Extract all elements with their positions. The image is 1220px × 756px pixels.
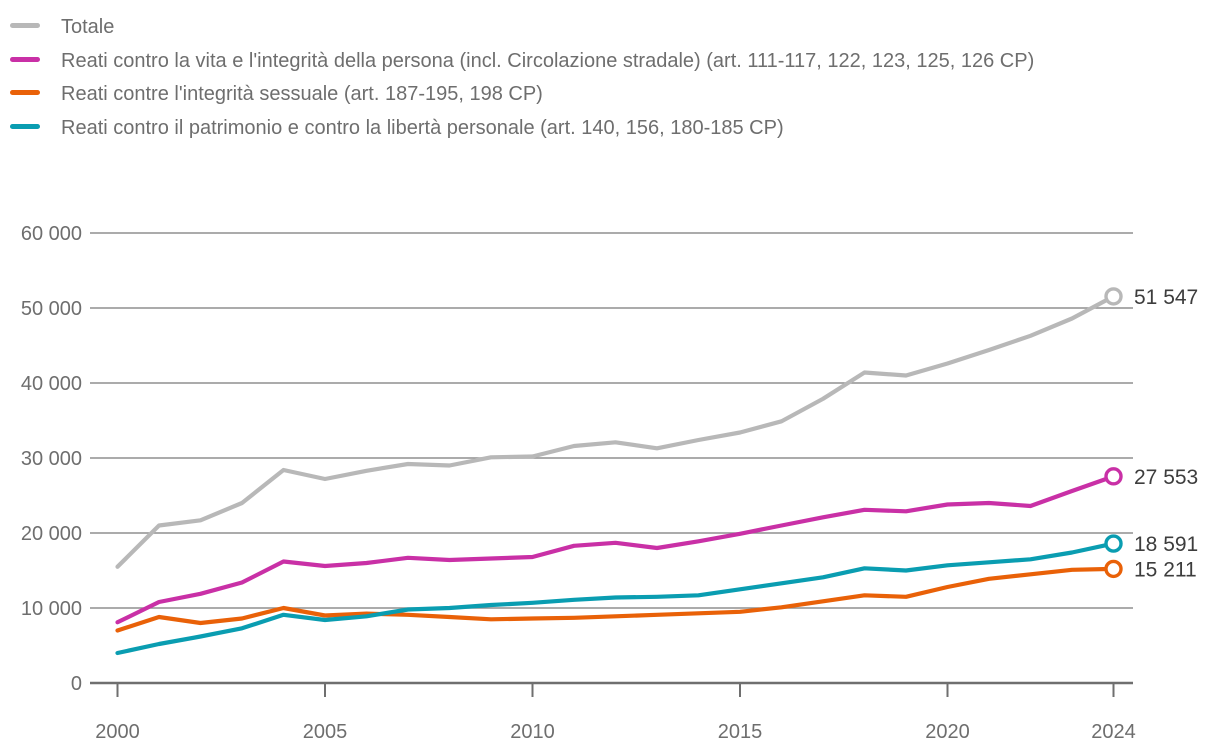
series-end-value-label: 15 211 [1134, 558, 1197, 581]
legend-swatch-vita-integrita-persona-icon [10, 56, 40, 62]
legend-item-integrita-sessuale[interactable]: Reati contre l'integrità sessuale (art. … [10, 78, 1138, 112]
legend-item-vita-integrita-persona[interactable]: Reati contro la vita e l'integrità della… [10, 45, 1138, 79]
series-end-value-label: 51 547 [1134, 286, 1198, 309]
y-axis-tick-label: 40 000 [21, 373, 82, 395]
chart-legend: Totale Reati contro la vita e l'integrit… [10, 11, 1138, 145]
x-axis-tick-label: 2005 [303, 721, 348, 743]
series-end-value-label: 27 553 [1134, 466, 1198, 489]
legend-item-patrimonio-liberta[interactable]: Reati contro il patrimonio e contro la l… [10, 112, 1138, 146]
series-line[interactable] [115, 566, 1116, 633]
legend-label-vita-integrita-persona: Reati contro la vita e l'integrità della… [61, 49, 1035, 72]
x-axis-tick-label: 2000 [95, 721, 140, 743]
x-axis-tick-label: 2015 [718, 721, 763, 743]
x-axis-tick-label: 2020 [925, 721, 970, 743]
y-axis-tick-label: 30 000 [21, 448, 82, 470]
legend-item-totale[interactable]: Totale [10, 11, 1138, 45]
series-end-marker[interactable] [1104, 467, 1123, 486]
legend-label-integrita-sessuale: Reati contre l'integrità sessuale (art. … [61, 83, 543, 105]
x-axis-tick-label: 2010 [510, 721, 555, 743]
legend-label-patrimonio-liberta: Reati contro il patrimonio e contro la l… [61, 116, 784, 139]
y-axis-tick-label: 60 000 [21, 223, 82, 245]
series-line[interactable] [115, 541, 1116, 656]
y-axis-tick-label: 20 000 [21, 523, 82, 545]
legend-swatch-totale-icon [10, 23, 40, 29]
x-axis-tick-label: 2024 [1091, 721, 1136, 743]
series-end-marker[interactable] [1104, 534, 1123, 553]
y-axis-tick-label: 50 000 [21, 298, 82, 320]
legend-swatch-patrimonio-liberta-icon [10, 123, 40, 129]
legend-label-totale: Totale [61, 16, 115, 38]
y-axis-tick-label: 10 000 [21, 598, 82, 620]
series-end-marker[interactable] [1104, 287, 1123, 306]
series-end-marker[interactable] [1104, 559, 1123, 579]
series-line[interactable] [115, 474, 1116, 625]
series-end-value-label: 18 591 [1134, 533, 1198, 556]
y-axis-tick-label: 0 [71, 673, 82, 695]
legend-swatch-integrita-sessuale-icon [10, 90, 40, 96]
series-line[interactable] [115, 294, 1116, 569]
